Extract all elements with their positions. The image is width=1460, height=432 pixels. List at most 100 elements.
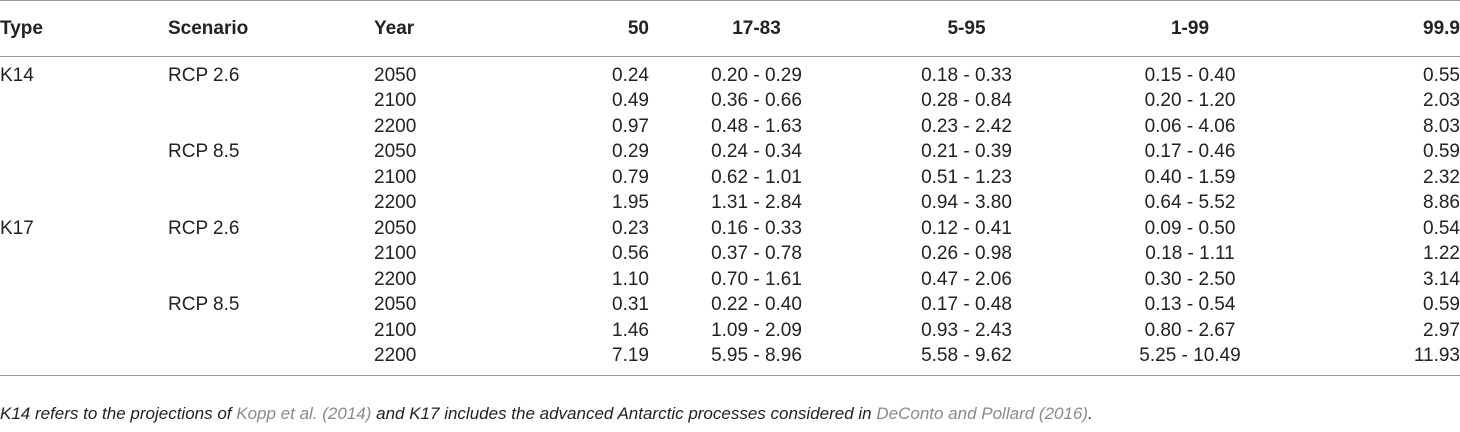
footnote-text-a: K14 refers to the projections of xyxy=(0,404,237,423)
table-header: Type Scenario Year 50 17-83 5-95 1-99 99… xyxy=(0,0,1460,57)
cell-p50: 0.49 xyxy=(612,90,649,112)
cell-p99-9: 1.22 xyxy=(1423,243,1460,265)
cell-scenario: RCP 8.5 xyxy=(168,141,240,163)
footnote-text-b: and K17 includes the advanced Antarctic … xyxy=(371,404,877,423)
footnote-text-c: . xyxy=(1088,404,1093,423)
cell-p17-83: 0.22 - 0.40 xyxy=(711,294,802,316)
cell-type xyxy=(0,140,168,166)
cell-p1-99: 0.40 - 1.59 xyxy=(1144,166,1236,188)
cell-p50: 7.19 xyxy=(544,343,649,376)
cell-p5-95: 0.17 - 0.48 xyxy=(921,294,1012,316)
cell-scenario xyxy=(168,114,374,140)
cell-scenario xyxy=(168,191,374,217)
cell-p99-9: 0.59 xyxy=(1423,294,1460,316)
cell-p99-9: 11.93 xyxy=(1311,343,1460,376)
table-row: 2100 0.49 0.36 - 0.66 0.28 - 0.84 0.20 -… xyxy=(0,89,1460,115)
reference-link-kopp[interactable]: Kopp et al. (2014) xyxy=(236,404,372,423)
cell-scenario xyxy=(168,89,374,115)
cell-p5-95: 0.51 - 1.23 xyxy=(921,166,1012,188)
cell-type: K14 xyxy=(0,64,34,86)
cell-p50: 0.31 xyxy=(612,294,649,316)
cell-p5-95: 0.26 - 0.98 xyxy=(921,243,1012,265)
cell-p99-9: 0.59 xyxy=(1423,141,1460,163)
cell-type: K17 xyxy=(0,217,34,239)
cell-type xyxy=(0,165,168,191)
header-p5-95: 5-95 xyxy=(864,0,1069,57)
reference-link-deconto[interactable]: DeConto and Pollard (2016) xyxy=(876,404,1089,423)
cell-type xyxy=(0,89,168,115)
cell-p17-83: 0.48 - 1.63 xyxy=(711,115,802,137)
cell-p1-99: 0.80 - 2.67 xyxy=(1144,319,1236,341)
table-row: RCP 8.5 2050 0.29 0.24 - 0.34 0.21 - 0.3… xyxy=(0,140,1460,166)
cell-p17-83: 0.37 - 0.78 xyxy=(711,243,802,265)
header-type: Type xyxy=(0,0,168,57)
cell-scenario xyxy=(168,318,374,344)
table-row: 2100 0.79 0.62 - 1.01 0.51 - 1.23 0.40 -… xyxy=(0,165,1460,191)
cell-year: 2200 xyxy=(374,268,417,290)
cell-p1-99: 0.20 - 1.20 xyxy=(1144,90,1236,112)
cell-p50: 0.24 xyxy=(612,64,649,86)
cell-p5-95: 0.93 - 2.43 xyxy=(921,319,1012,341)
header-year: Year xyxy=(374,0,544,57)
table-row: K14 RCP 2.6 2050 0.24 0.20 - 0.29 0.18 -… xyxy=(0,57,1460,89)
cell-year: 2050 xyxy=(374,294,417,316)
cell-p99-9: 2.32 xyxy=(1423,166,1460,188)
cell-p99-9: 2.97 xyxy=(1423,319,1460,341)
table-footnote: K14 refers to the projections of Kopp et… xyxy=(0,404,1460,424)
projection-table: Type Scenario Year 50 17-83 5-95 1-99 99… xyxy=(0,0,1460,376)
cell-p99-9: 2.03 xyxy=(1423,90,1460,112)
cell-p1-99: 0.13 - 0.54 xyxy=(1144,294,1236,316)
header-row: Type Scenario Year 50 17-83 5-95 1-99 99… xyxy=(0,0,1460,57)
cell-p5-95: 0.28 - 0.84 xyxy=(921,90,1012,112)
table-row: RCP 8.5 2050 0.31 0.22 - 0.40 0.17 - 0.4… xyxy=(0,293,1460,319)
cell-p50: 0.56 xyxy=(612,243,649,265)
cell-type xyxy=(0,191,168,217)
cell-year: 2100 xyxy=(374,166,417,188)
table-row: 2200 7.19 5.95 - 8.96 5.58 - 9.62 5.25 -… xyxy=(0,343,1460,376)
cell-p17-83: 0.16 - 0.33 xyxy=(711,217,802,239)
cell-p17-83: 0.24 - 0.34 xyxy=(711,141,802,163)
cell-year: 2100 xyxy=(374,243,417,265)
cell-p1-99: 0.17 - 0.46 xyxy=(1144,141,1236,163)
cell-p5-95: 0.47 - 2.06 xyxy=(921,268,1012,290)
cell-p5-95: 0.18 - 0.33 xyxy=(921,64,1012,86)
cell-scenario: RCP 2.6 xyxy=(168,64,240,86)
header-scenario: Scenario xyxy=(168,0,374,57)
cell-p5-95: 5.58 - 9.62 xyxy=(864,343,1069,376)
cell-year: 2100 xyxy=(374,319,417,341)
cell-year: 2050 xyxy=(374,217,417,239)
cell-p99-9: 0.54 xyxy=(1423,217,1460,239)
cell-p17-83: 1.31 - 2.84 xyxy=(711,192,802,214)
cell-year: 2050 xyxy=(374,64,417,86)
cell-p99-9: 0.55 xyxy=(1423,64,1460,86)
table-row: 2100 1.46 1.09 - 2.09 0.93 - 2.43 0.80 -… xyxy=(0,318,1460,344)
cell-p1-99: 0.15 - 0.40 xyxy=(1144,64,1236,86)
cell-p1-99: 0.09 - 0.50 xyxy=(1144,217,1236,239)
header-p99-9: 99.9 xyxy=(1311,0,1460,57)
cell-scenario xyxy=(168,267,374,293)
cell-p5-95: 0.21 - 0.39 xyxy=(921,141,1012,163)
cell-p50: 0.23 xyxy=(612,217,649,239)
cell-year: 2200 xyxy=(374,343,544,376)
cell-p5-95: 0.23 - 2.42 xyxy=(921,115,1012,137)
table-body: K14 RCP 2.6 2050 0.24 0.20 - 0.29 0.18 -… xyxy=(0,57,1460,376)
header-p17-83: 17-83 xyxy=(649,0,864,57)
cell-p50: 1.46 xyxy=(612,319,649,341)
cell-year: 2200 xyxy=(374,192,417,214)
cell-p17-83: 5.95 - 8.96 xyxy=(649,343,864,376)
cell-p5-95: 0.94 - 3.80 xyxy=(921,192,1012,214)
cell-type xyxy=(0,242,168,268)
cell-type xyxy=(0,267,168,293)
table-row: 2200 1.10 0.70 - 1.61 0.47 - 2.06 0.30 -… xyxy=(0,267,1460,293)
cell-p1-99: 0.18 - 1.11 xyxy=(1145,243,1235,265)
cell-scenario xyxy=(168,165,374,191)
cell-p17-83: 0.20 - 0.29 xyxy=(711,64,802,86)
table-row: 2100 0.56 0.37 - 0.78 0.26 - 0.98 0.18 -… xyxy=(0,242,1460,268)
cell-scenario: RCP 2.6 xyxy=(168,217,240,239)
cell-p1-99: 0.30 - 2.50 xyxy=(1144,268,1236,290)
cell-p17-83: 0.70 - 1.61 xyxy=(711,268,802,290)
cell-scenario: RCP 8.5 xyxy=(168,294,240,316)
cell-year: 2200 xyxy=(374,115,417,137)
cell-year: 2050 xyxy=(374,141,417,163)
cell-p17-83: 1.09 - 2.09 xyxy=(711,319,802,341)
